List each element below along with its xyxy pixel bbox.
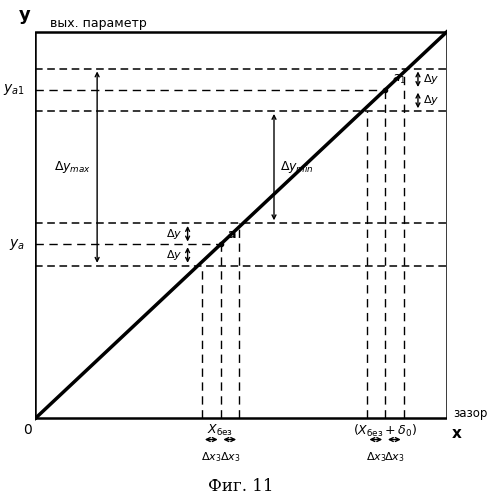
Text: $\Delta y$: $\Delta y$ xyxy=(423,93,439,107)
Text: $\Delta x_3$: $\Delta x_3$ xyxy=(384,450,405,464)
Text: $X_{\rm без}$: $X_{\rm без}$ xyxy=(208,423,234,438)
Text: Фиг. 11: Фиг. 11 xyxy=(208,478,274,495)
Text: вых. параметр: вых. параметр xyxy=(50,17,147,30)
Text: 0: 0 xyxy=(23,423,31,437)
Text: $\Delta x_3$: $\Delta x_3$ xyxy=(366,450,386,464)
Text: $y_{a1}$: $y_{a1}$ xyxy=(3,82,25,97)
Text: a: a xyxy=(228,228,237,241)
Text: $\Delta y$: $\Delta y$ xyxy=(166,227,183,241)
Text: y: y xyxy=(19,6,31,24)
Text: $a_1$: $a_1$ xyxy=(392,73,407,86)
Text: x: x xyxy=(452,426,462,441)
Text: $y_a$: $y_a$ xyxy=(9,237,25,252)
Text: $(X_{\rm без}+\delta_0)$: $(X_{\rm без}+\delta_0)$ xyxy=(353,423,417,439)
Text: $\Delta y$: $\Delta y$ xyxy=(423,72,439,86)
Text: $\Delta y_{max}$: $\Delta y_{max}$ xyxy=(54,159,91,175)
Text: $\Delta y$: $\Delta y$ xyxy=(166,248,183,262)
Text: $\Delta x_3$: $\Delta x_3$ xyxy=(219,450,240,464)
Text: $\Delta y_{min}$: $\Delta y_{min}$ xyxy=(280,159,314,175)
Text: зазор: зазор xyxy=(453,407,487,420)
Text: $\Delta x_3$: $\Delta x_3$ xyxy=(201,450,221,464)
